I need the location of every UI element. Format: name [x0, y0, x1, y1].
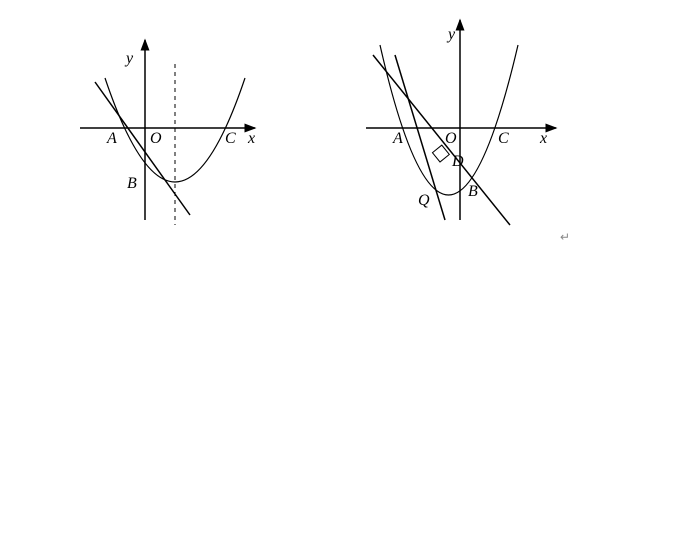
- right-label-y: y: [448, 26, 455, 44]
- right-svg: [0, 0, 600, 260]
- return-mark: ↵: [560, 230, 570, 245]
- right-label-A: A: [393, 130, 403, 148]
- parabola: [380, 45, 518, 195]
- right-label-B: B: [468, 183, 478, 201]
- right-diagram: [0, 0, 600, 260]
- right-label-D: D: [452, 153, 464, 171]
- right-label-Q: Q: [418, 192, 430, 210]
- right-label-C: C: [498, 130, 509, 148]
- right-label-x: x: [540, 130, 547, 148]
- right-label-O: O: [445, 130, 457, 148]
